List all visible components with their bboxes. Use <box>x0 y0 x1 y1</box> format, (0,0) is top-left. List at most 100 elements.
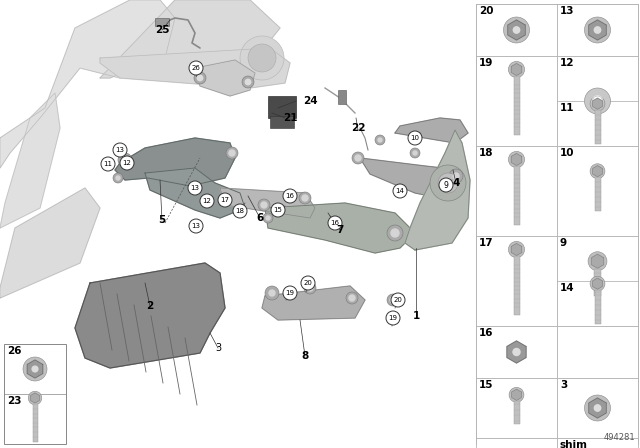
Circle shape <box>584 88 611 114</box>
Text: 11: 11 <box>560 103 575 113</box>
Polygon shape <box>511 154 522 165</box>
Circle shape <box>200 194 214 208</box>
Circle shape <box>595 27 601 33</box>
Circle shape <box>584 17 611 43</box>
Circle shape <box>513 349 520 356</box>
Text: 18: 18 <box>479 148 493 158</box>
Circle shape <box>242 76 254 88</box>
Bar <box>476 4 638 444</box>
Polygon shape <box>115 138 235 186</box>
Circle shape <box>588 252 607 271</box>
Bar <box>476 438 557 448</box>
Bar <box>513 401 520 424</box>
Circle shape <box>509 388 524 402</box>
Text: 15: 15 <box>479 380 493 390</box>
Circle shape <box>299 192 311 204</box>
Text: 5: 5 <box>158 215 166 225</box>
Polygon shape <box>395 118 468 143</box>
Circle shape <box>352 152 364 164</box>
Polygon shape <box>31 393 39 403</box>
Bar <box>268 96 296 118</box>
Circle shape <box>590 276 605 291</box>
Text: 19: 19 <box>479 58 493 68</box>
Text: 8: 8 <box>301 351 308 361</box>
Circle shape <box>283 189 297 203</box>
Polygon shape <box>75 263 225 368</box>
Text: 14: 14 <box>396 188 404 194</box>
Circle shape <box>28 391 42 405</box>
Circle shape <box>390 297 396 303</box>
Bar <box>476 326 557 378</box>
Circle shape <box>258 199 270 211</box>
Polygon shape <box>0 188 100 298</box>
Text: 4: 4 <box>452 178 460 188</box>
Text: 16: 16 <box>285 193 294 199</box>
Bar <box>557 236 638 326</box>
Text: 7: 7 <box>336 225 344 235</box>
Circle shape <box>387 225 403 241</box>
Circle shape <box>584 395 611 421</box>
Text: 9: 9 <box>444 181 449 190</box>
Circle shape <box>229 150 235 156</box>
Circle shape <box>301 276 315 290</box>
Circle shape <box>438 173 458 193</box>
Text: 14: 14 <box>560 283 575 293</box>
Circle shape <box>283 286 297 300</box>
Circle shape <box>269 290 275 296</box>
Circle shape <box>328 216 342 230</box>
Circle shape <box>113 143 127 157</box>
Circle shape <box>595 405 601 411</box>
Polygon shape <box>512 389 521 401</box>
Circle shape <box>504 17 529 43</box>
Circle shape <box>265 286 279 300</box>
Circle shape <box>304 282 316 294</box>
Circle shape <box>391 229 399 237</box>
Circle shape <box>387 294 399 306</box>
Polygon shape <box>591 254 604 268</box>
Bar <box>557 438 638 448</box>
Text: 13: 13 <box>115 147 125 153</box>
Circle shape <box>509 344 525 360</box>
Circle shape <box>408 131 422 145</box>
Circle shape <box>189 61 203 75</box>
Text: 3: 3 <box>560 380 567 390</box>
Text: 17: 17 <box>479 238 493 248</box>
Circle shape <box>508 61 525 78</box>
Text: 26: 26 <box>191 65 200 71</box>
Text: shim: shim <box>560 440 588 448</box>
Text: 20: 20 <box>394 297 403 303</box>
Text: 6: 6 <box>257 213 264 223</box>
Circle shape <box>122 157 128 163</box>
Circle shape <box>393 184 407 198</box>
Polygon shape <box>511 244 522 255</box>
Circle shape <box>194 72 206 84</box>
Circle shape <box>116 176 120 180</box>
Bar <box>557 146 638 236</box>
Polygon shape <box>507 341 526 363</box>
Text: 2: 2 <box>147 301 154 311</box>
Circle shape <box>23 357 47 381</box>
Circle shape <box>226 147 238 159</box>
Text: 20: 20 <box>303 280 312 286</box>
Text: 1: 1 <box>412 311 420 321</box>
Text: 12: 12 <box>203 198 211 204</box>
Bar <box>557 4 638 56</box>
Circle shape <box>449 169 463 183</box>
Polygon shape <box>360 158 465 198</box>
Text: 17: 17 <box>221 197 230 203</box>
Text: 12: 12 <box>123 160 131 166</box>
Polygon shape <box>508 20 525 40</box>
Polygon shape <box>589 20 606 40</box>
Circle shape <box>590 96 605 111</box>
Circle shape <box>32 366 38 372</box>
Bar <box>557 378 638 438</box>
Polygon shape <box>100 48 290 88</box>
Text: 20: 20 <box>479 6 493 16</box>
Polygon shape <box>593 98 602 109</box>
Bar <box>476 378 557 438</box>
Circle shape <box>430 165 466 201</box>
Polygon shape <box>28 360 43 378</box>
Text: 9: 9 <box>560 238 567 248</box>
Circle shape <box>590 164 605 179</box>
Bar <box>557 326 638 378</box>
